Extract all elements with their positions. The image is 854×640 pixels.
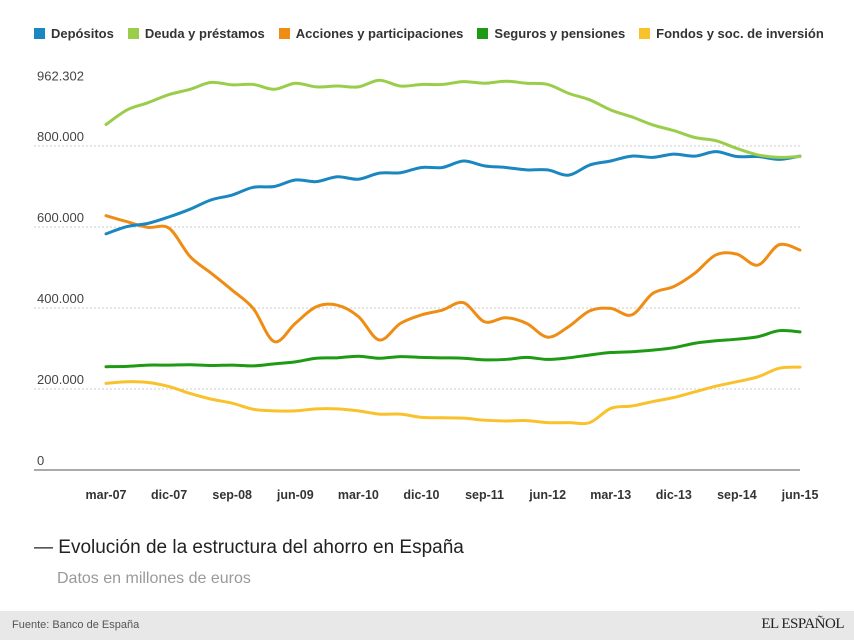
chart-title: — Evolución de la estructura del ahorro …: [34, 537, 464, 558]
legend-item[interactable]: Seguros y pensiones: [477, 26, 625, 41]
x-tick-label: jun-12: [528, 488, 566, 502]
y-tick-label: 400.000: [37, 291, 84, 306]
legend-swatch: [278, 28, 290, 39]
source-note: Fuente: Banco de España: [12, 619, 140, 631]
y-tick-label: 800.000: [37, 129, 84, 144]
legend-item[interactable]: Deuda y préstamos: [127, 26, 265, 41]
x-tick-label: dic-13: [656, 488, 692, 502]
legend-label: Acciones y participaciones: [295, 26, 464, 41]
y-tick-label: 962.302: [37, 68, 84, 83]
x-tick-label: jun-15: [781, 488, 819, 502]
legend-label: Seguros y pensiones: [494, 26, 626, 41]
series-line-seguros-y-pensiones: [104, 328, 802, 369]
series-line-deuda-y-pr-stamos: [104, 78, 802, 159]
x-tick-label: mar-10: [338, 488, 379, 502]
chart-subtitle: Datos en millones de euros: [57, 570, 251, 587]
x-tick-label: mar-07: [86, 488, 127, 502]
x-tick-label: mar-13: [590, 488, 631, 502]
legend-swatch: [639, 28, 651, 39]
y-tick-label: 0: [37, 453, 44, 468]
legend-item[interactable]: Fondos y soc. de inversión: [639, 26, 824, 41]
x-tick-label: sep-11: [465, 488, 504, 502]
y-tick-label: 200.000: [37, 372, 84, 387]
el-espanol-logo: EL ESPAÑOL: [761, 616, 844, 632]
legend-label: Depósitos: [51, 26, 114, 41]
x-tick-label: jun-09: [276, 488, 314, 502]
chart-title-text: Evolución de la estructura del ahorro en…: [58, 537, 464, 558]
legend-item[interactable]: Depósitos: [34, 26, 114, 41]
y-tick-label: 600.000: [37, 210, 84, 225]
legend-label: Deuda y préstamos: [144, 26, 265, 41]
legend-swatch: [477, 28, 489, 39]
x-tick-label: dic-07: [151, 488, 187, 502]
legend-swatch: [34, 28, 45, 39]
x-tick-label: sep-08: [212, 488, 252, 502]
legend: Depósitos Deuda y préstamos Acciones y par…: [34, 26, 824, 41]
series-line-acciones-y-participaciones: [104, 214, 802, 344]
footer: Fuente: Banco de España EL ESPAÑOL: [0, 611, 854, 640]
series-line-fondos-y-soc-de-inversi-n: [104, 365, 802, 426]
legend-swatch: [127, 28, 139, 39]
series-line-dep-sitos: [104, 150, 802, 236]
x-tick-label: sep-14: [717, 488, 757, 502]
legend-label: Fondos y soc. de inversión: [656, 26, 824, 41]
x-tick-label: dic-10: [403, 488, 439, 502]
legend-item[interactable]: Acciones y participaciones: [278, 26, 464, 41]
